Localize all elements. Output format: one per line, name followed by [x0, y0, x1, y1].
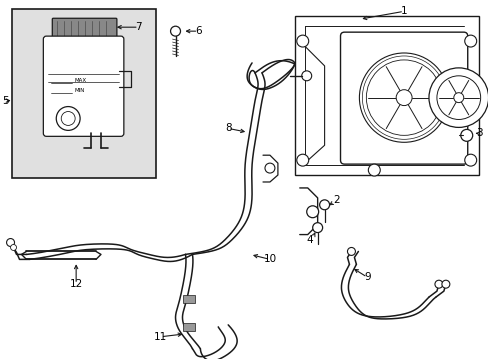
Text: 2: 2	[332, 195, 339, 205]
Text: 12: 12	[69, 279, 82, 289]
Circle shape	[434, 280, 442, 288]
Circle shape	[170, 26, 180, 36]
Bar	[183, 295, 195, 303]
Circle shape	[441, 280, 449, 288]
Circle shape	[264, 163, 274, 173]
Circle shape	[11, 244, 17, 251]
FancyBboxPatch shape	[340, 32, 467, 164]
Bar	[294, 16, 478, 175]
Bar	[12, 9, 155, 178]
Circle shape	[367, 164, 380, 176]
Circle shape	[460, 129, 472, 141]
Circle shape	[464, 35, 476, 47]
Circle shape	[56, 107, 80, 130]
Circle shape	[306, 206, 318, 218]
Circle shape	[436, 76, 480, 120]
Circle shape	[296, 154, 308, 166]
Circle shape	[296, 35, 308, 47]
Text: 11: 11	[154, 332, 167, 342]
Text: 9: 9	[363, 272, 370, 282]
Text: MAX: MAX	[74, 78, 86, 83]
Circle shape	[347, 247, 355, 255]
Text: 1: 1	[400, 6, 407, 16]
Text: 4: 4	[306, 234, 312, 244]
Circle shape	[464, 154, 476, 166]
Text: 10: 10	[263, 255, 276, 264]
Circle shape	[312, 223, 322, 233]
Circle shape	[6, 239, 15, 247]
Circle shape	[453, 93, 463, 103]
Circle shape	[61, 112, 75, 125]
Circle shape	[428, 68, 488, 127]
Text: MIN: MIN	[74, 88, 84, 93]
Text: 5: 5	[2, 96, 9, 105]
Circle shape	[301, 71, 311, 81]
Bar	[183, 323, 195, 331]
FancyBboxPatch shape	[43, 36, 123, 136]
Text: 7: 7	[135, 22, 142, 32]
Circle shape	[319, 200, 329, 210]
Circle shape	[359, 53, 448, 142]
Text: 6: 6	[195, 26, 201, 36]
FancyBboxPatch shape	[52, 18, 117, 40]
Text: 3: 3	[475, 129, 482, 138]
Circle shape	[366, 60, 441, 135]
Text: 8: 8	[224, 123, 231, 134]
Circle shape	[395, 90, 411, 105]
